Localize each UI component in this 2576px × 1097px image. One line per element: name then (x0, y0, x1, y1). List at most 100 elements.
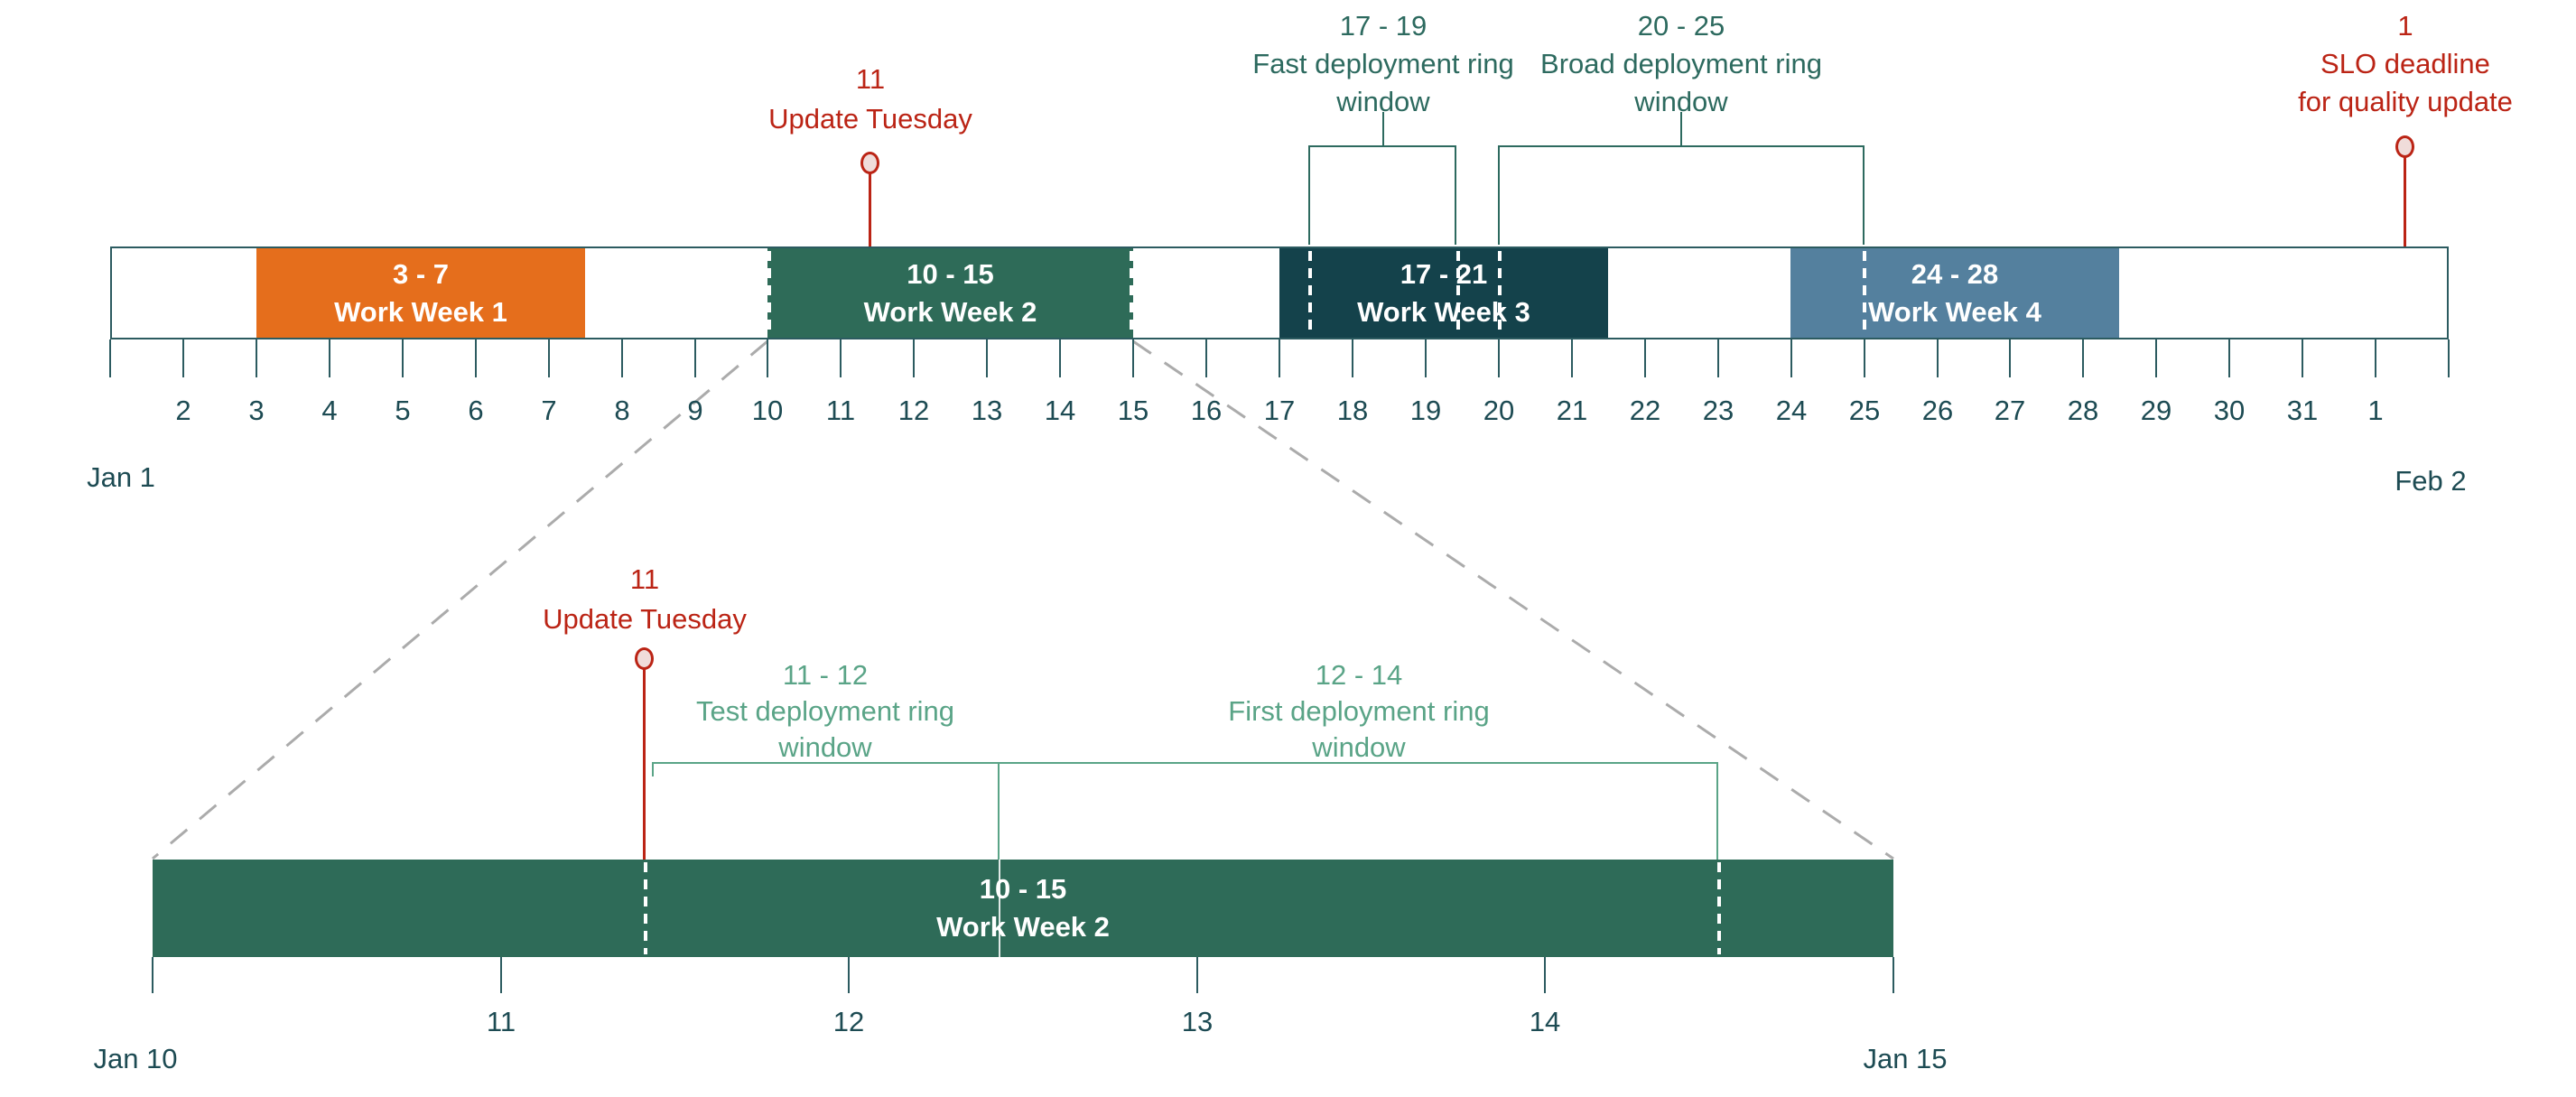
zoom-connector-right (1132, 339, 1894, 860)
axis-tick-label: 11 (825, 395, 856, 426)
axis-tick-label: 13 (971, 395, 1003, 426)
work-week-3-bar: 17 - 21 Work Week 3 (1279, 248, 1608, 338)
axis-tick (1790, 339, 1792, 377)
work-week-4-range: 24 - 28 (1911, 257, 1999, 290)
detail-bracket-top (652, 762, 1718, 764)
axis-tick-label: 14 (1529, 1006, 1561, 1037)
test-ring-range: 11 - 12 (782, 659, 869, 691)
axis-tick-label: 20 (1483, 395, 1515, 426)
axis-tick-label: 28 (2067, 395, 2099, 426)
axis-tick (1864, 339, 1865, 377)
axis-tick-label: 7 (541, 395, 557, 426)
axis-tick (1498, 339, 1500, 377)
test-ring-annotation: 11 - 12 Test deployment ring window (696, 657, 954, 766)
axis-tick (1644, 339, 1646, 377)
axis-tick (1544, 957, 1546, 993)
axis-tick (1279, 339, 1280, 377)
axis-start-label: Jan 1 (87, 461, 155, 493)
axis-tick-label: 16 (1190, 395, 1223, 426)
axis-tick-label: 9 (687, 395, 703, 426)
axis-tick (152, 957, 153, 993)
axis-tick-label: 3 (248, 395, 265, 426)
slo-deadline-pin-icon (2395, 135, 2414, 158)
slo-deadline-pin-stem (2404, 157, 2406, 246)
work-week-3-label: Work Week 3 (1357, 295, 1530, 328)
axis-tick (2375, 339, 2376, 377)
axis-tick-label: 23 (1702, 395, 1734, 426)
axis-tick-label: 8 (614, 395, 630, 426)
axis-tick-label: 17 (1263, 395, 1296, 426)
detail-update-tuesday-day: 11 (629, 563, 660, 595)
work-week-1-range: 3 - 7 (392, 257, 450, 290)
axis-tick (109, 339, 111, 377)
axis-tick-label: 11 (486, 1006, 516, 1037)
axis-tick-label: 14 (1044, 395, 1076, 426)
broad-ring-label-stem (1680, 112, 1682, 145)
detail-bracket-left-stub (652, 762, 654, 776)
axis-tick (1059, 339, 1061, 377)
axis-tick-label: 5 (395, 395, 411, 426)
detail-bracket-middle-stem (998, 762, 1000, 860)
work-week-2-range: 10 - 15 (907, 257, 994, 290)
axis-end-label: Feb 2 (2395, 465, 2467, 497)
axis-tick (1937, 339, 1939, 377)
axis-tick (2302, 339, 2303, 377)
update-tuesday-pin-stem (869, 173, 871, 246)
axis-tick-label: 25 (1848, 395, 1881, 426)
axis-tick (986, 339, 988, 377)
broad-ring-annotation: 20 - 25 Broad deployment ring window (1540, 7, 1822, 121)
detail-axis-start-label: Jan 10 (93, 1043, 178, 1074)
detail-update-tuesday-label: Update Tuesday (543, 603, 747, 635)
axis-tick (694, 339, 696, 377)
axis-tick-label: 2 (175, 395, 191, 426)
detail-update-tuesday-pin-stem (643, 669, 646, 860)
axis-tick (2082, 339, 2084, 377)
fast-ring-label-stem (1382, 112, 1384, 145)
axis-tick-label: 22 (1629, 395, 1661, 426)
axis-tick-label: 21 (1556, 395, 1588, 426)
fast-ring-bracket-top (1308, 145, 1456, 147)
fast-ring-annotation: 17 - 19 Fast deployment ring window (1252, 7, 1513, 121)
work-week-2-label: Work Week 2 (863, 295, 1037, 328)
work-week-2-start-dash (767, 251, 771, 335)
fast-window-start-dash (1308, 251, 1312, 335)
broad-ring-bracket-right (1863, 145, 1865, 245)
axis-tick (2448, 339, 2450, 377)
first-ring-range: 12 - 14 (1315, 659, 1403, 691)
detail-first-window-end-dash (1717, 862, 1721, 954)
axis-tick-label: 15 (1117, 395, 1149, 426)
detail-work-week-2-label: Work Week 2 (936, 911, 1110, 943)
fast-ring-label-line1: Fast deployment ring (1252, 48, 1514, 79)
axis-tick-label: 1 (2367, 395, 2384, 426)
axis-tick (2009, 339, 2011, 377)
broad-ring-bracket-left (1498, 145, 1500, 245)
broad-window-start-dash (1498, 251, 1502, 335)
axis-tick-label: 4 (321, 395, 338, 426)
axis-tick-label: 18 (1336, 395, 1369, 426)
detail-update-tuesday-annotation: 11 Update Tuesday (543, 560, 747, 639)
detail-update-tuesday-dash (644, 862, 647, 954)
axis-tick (848, 957, 850, 993)
axis-tick (1892, 957, 1894, 993)
work-week-4-label: Work Week 4 (1868, 295, 2041, 328)
detail-update-tuesday-pin-icon (635, 647, 654, 670)
broad-ring-range: 20 - 25 (1637, 10, 1725, 42)
axis-tick-label: 12 (832, 1006, 865, 1037)
slo-deadline-annotation: 1 SLO deadline for quality update (2298, 7, 2513, 121)
update-tuesday-annotation: 11 Update Tuesday (768, 60, 972, 139)
axis-tick (182, 339, 184, 377)
axis-tick (2155, 339, 2157, 377)
axis-tick (1352, 339, 1353, 377)
fast-ring-range: 17 - 19 (1339, 10, 1427, 42)
axis-tick-label: 27 (1994, 395, 2026, 426)
work-week-1-bar: 3 - 7 Work Week 1 (256, 248, 585, 338)
slo-deadline-day: 1 (2397, 10, 2413, 42)
detail-window-divider-line (999, 860, 1000, 957)
test-ring-label-line1: Test deployment ring (695, 695, 955, 727)
axis-tick (1205, 339, 1207, 377)
broad-ring-bracket-top (1498, 145, 1865, 147)
axis-tick (840, 339, 842, 377)
axis-tick-label: 13 (1181, 1006, 1214, 1037)
